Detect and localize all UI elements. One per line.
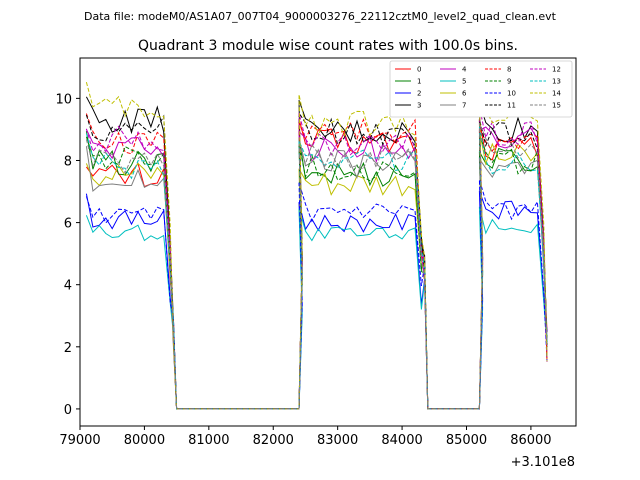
plot-area [85, 81, 548, 410]
series-line-6 [85, 130, 548, 410]
legend-label-5: 5 [462, 78, 466, 86]
series-line-2 [85, 190, 548, 410]
x-tick-label: 83000 [317, 433, 358, 448]
y-tick-label: 2 [64, 341, 72, 356]
y-axis: 0 2 4 6 8 10 [55, 92, 80, 418]
x-tick-label: 81000 [188, 433, 229, 448]
figure-title: Data file: modeM0/AS1A07_007T04_90000032… [84, 10, 557, 23]
x-tick-label: 85000 [446, 433, 487, 448]
legend-label-9: 9 [507, 78, 511, 86]
legend-label-10: 10 [507, 90, 516, 98]
legend-label-1: 1 [417, 78, 421, 86]
legend-label-3: 3 [417, 102, 421, 110]
series-line-15 [85, 122, 548, 410]
series-line-0 [85, 118, 548, 410]
series-line-14 [85, 81, 548, 410]
x-tick-label: 79000 [59, 433, 100, 448]
y-tick-label: 6 [64, 217, 72, 232]
x-axis: 79000 80000 81000 82000 83000 84000 85000 86000 [59, 426, 552, 448]
legend-label-7: 7 [462, 102, 466, 110]
series-line-11 [85, 111, 548, 410]
legend-label-11: 11 [507, 102, 516, 110]
y-tick-label: 0 [64, 403, 72, 418]
legend-label-4: 4 [462, 66, 467, 74]
series-line-1 [85, 131, 548, 410]
series-line-4 [85, 126, 548, 410]
legend-label-14: 14 [552, 90, 561, 98]
series-line-3 [85, 96, 548, 410]
y-tick-label: 4 [64, 279, 72, 294]
x-tick-label: 84000 [381, 433, 422, 448]
x-offset-label: +3.101e8 [511, 455, 575, 470]
legend-label-6: 6 [462, 90, 467, 98]
legend-label-8: 8 [507, 66, 511, 74]
y-tick-label: 10 [55, 92, 72, 107]
x-tick-label: 86000 [510, 433, 551, 448]
legend-label-15: 15 [552, 102, 561, 110]
legend-box [389, 60, 573, 118]
legend-label-0: 0 [417, 66, 421, 74]
series-line-9 [85, 134, 548, 410]
chart-title: Quadrant 3 module wise count rates with … [138, 38, 518, 54]
x-tick-label: 80000 [124, 433, 165, 448]
series-line-13 [85, 125, 548, 410]
x-tick-label: 82000 [253, 433, 294, 448]
series-line-8 [85, 113, 548, 410]
series-line-7 [85, 137, 548, 410]
y-tick-label: 8 [64, 154, 72, 169]
plot-frame [79, 57, 577, 427]
legend-label-12: 12 [552, 66, 561, 74]
series-line-12 [85, 106, 548, 410]
series-line-10 [85, 179, 548, 410]
series-line-5 [85, 206, 548, 410]
legend-label-2: 2 [417, 90, 421, 98]
legend-label-13: 13 [552, 78, 561, 86]
